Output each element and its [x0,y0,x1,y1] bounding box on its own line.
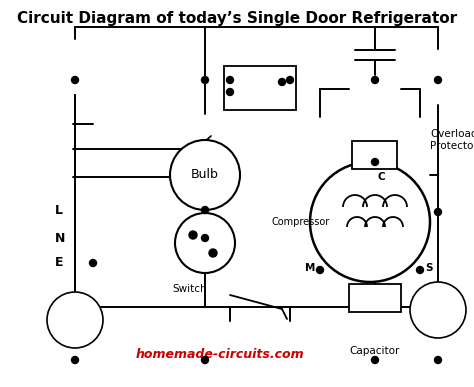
Circle shape [310,162,430,282]
Text: C: C [378,172,386,182]
Text: N: N [55,231,65,245]
Text: Relay: Relay [363,300,388,308]
Text: Capacitor: Capacitor [350,346,400,356]
Circle shape [72,356,79,363]
Circle shape [286,77,293,84]
Circle shape [435,356,441,363]
Text: Compressor: Compressor [272,217,330,227]
Circle shape [201,356,209,363]
Bar [224,66,296,110]
Text: S: S [425,263,432,273]
Text: OP: OP [366,150,384,160]
Text: Switch: Switch [173,284,207,294]
Bar [353,141,398,169]
Circle shape [90,260,97,267]
Circle shape [201,207,209,214]
Text: Bulb: Bulb [191,168,219,182]
Circle shape [72,77,79,84]
Circle shape [175,213,235,273]
Circle shape [201,235,209,241]
Text: Thermostat: Thermostat [228,67,292,77]
Circle shape [372,159,379,166]
Circle shape [435,209,441,216]
Circle shape [47,292,103,348]
Text: L: L [55,204,63,216]
Text: M: M [305,263,315,273]
Bar [349,284,401,312]
Circle shape [317,267,323,274]
Circle shape [279,79,285,86]
Circle shape [227,77,234,84]
Text: Overload
Protector: Overload Protector [430,129,474,151]
Circle shape [410,282,466,338]
Text: homemade-circuits.com: homemade-circuits.com [136,349,304,361]
Circle shape [227,89,234,96]
Circle shape [372,356,379,363]
Text: Circuit Diagram of today’s Single Door Refrigerator: Circuit Diagram of today’s Single Door R… [17,10,457,26]
Circle shape [417,267,423,274]
Circle shape [435,77,441,84]
Text: E: E [55,257,64,269]
Circle shape [170,140,240,210]
Text: PTC: PTC [364,289,386,299]
Circle shape [372,77,379,84]
Circle shape [201,77,209,84]
Circle shape [209,249,217,257]
Circle shape [189,231,197,239]
